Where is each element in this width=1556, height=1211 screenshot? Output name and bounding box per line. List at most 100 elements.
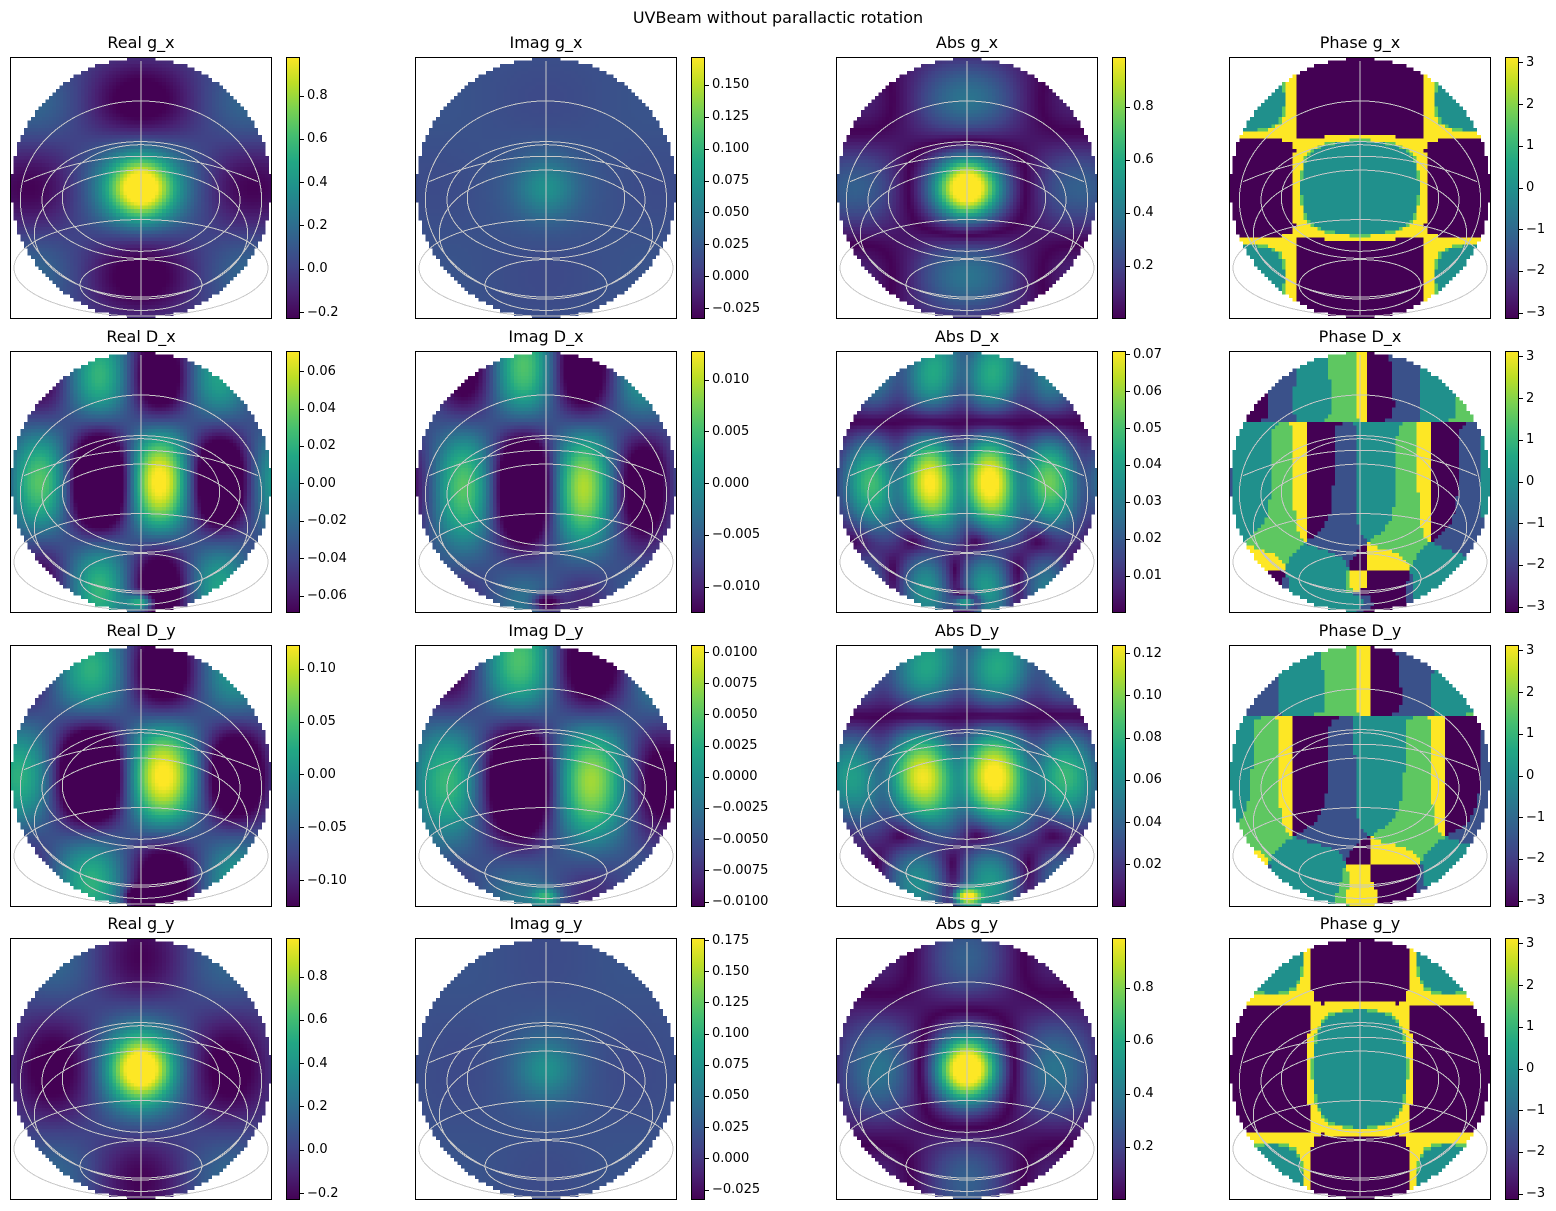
panel-title: Imag D_y xyxy=(415,621,677,640)
colorbar-tick-label: 0.00 xyxy=(307,767,336,783)
colorbar-outline xyxy=(691,351,705,613)
colorbar-tick-label: 0.6 xyxy=(307,131,328,147)
colorbar-tick-label: 2 xyxy=(1526,978,1534,994)
beam-panel: Real g_x −0.2 0.0 0.2 0.4 0.6 0.8 xyxy=(10,57,272,319)
beam-map xyxy=(1229,57,1491,319)
panel-title: Real g_x xyxy=(10,33,272,52)
colorbar-tick-mark xyxy=(1126,160,1130,161)
colorbar-tick-mark xyxy=(1126,1041,1130,1042)
colorbar-tick-mark xyxy=(300,827,304,828)
colorbar-tick-mark xyxy=(1519,523,1523,524)
panel-title: Abs g_x xyxy=(836,33,1098,52)
colorbar-tick-label: −0.010 xyxy=(712,579,760,595)
colorbar-tick-mark xyxy=(1519,356,1523,357)
colorbar-tick-mark xyxy=(705,483,709,484)
colorbar-tick-label: 0.04 xyxy=(307,401,336,417)
colorbar-tick-mark xyxy=(1519,607,1523,608)
colorbar-tick-label: −0.05 xyxy=(307,820,347,836)
colorbar-tick-label: 0.2 xyxy=(307,1099,328,1115)
colorbar: 0.02 0.04 0.06 0.08 0.10 0.12 xyxy=(1112,645,1126,907)
colorbar-outline xyxy=(1505,57,1519,319)
colorbar-tick-mark xyxy=(705,652,709,653)
colorbar-tick-mark xyxy=(705,808,709,809)
colorbar-tick-mark xyxy=(705,380,709,381)
colorbar-tick-mark xyxy=(705,714,709,715)
colorbar-tick-label: 0.075 xyxy=(712,1057,749,1073)
colorbar-tick-label: 0.125 xyxy=(712,109,749,125)
colorbar-tick-label: 0.05 xyxy=(1133,421,1162,437)
colorbar: −0.0100 −0.0075 −0.0050 −0.0025 0.0000 0.0025… xyxy=(691,645,705,907)
colorbar-tick-mark xyxy=(705,181,709,182)
colorbar-tick-mark xyxy=(300,669,304,670)
beam-panel: Real D_x −0.06 −0.04 −0.02 0.00 0.02 0.04 0.06 xyxy=(10,351,272,613)
beam-panel: Abs g_y 0.2 0.4 0.6 0.8 xyxy=(836,938,1098,1200)
colorbar-tick-label: 0.100 xyxy=(712,141,749,157)
colorbar-tick-mark xyxy=(705,940,709,941)
colorbar-outline xyxy=(691,57,705,319)
colorbar-tick-label: −0.2 xyxy=(307,1186,339,1202)
colorbar-tick-mark xyxy=(1126,428,1130,429)
colorbar-tick-label: −1 xyxy=(1526,516,1545,532)
beam-panel: Real g_y −0.2 0.0 0.2 0.4 0.6 0.8 xyxy=(10,938,272,1200)
colorbar-tick-label: 0.150 xyxy=(712,964,749,980)
colorbar-tick-mark xyxy=(705,212,709,213)
colorbar-tick-mark xyxy=(1126,738,1130,739)
colorbar-tick-label: −0.0050 xyxy=(712,832,768,848)
colorbar-tick-mark xyxy=(705,308,709,309)
beam-map xyxy=(10,351,272,613)
colorbar-tick-label: 0.02 xyxy=(1133,857,1162,873)
colorbar-tick-mark xyxy=(1126,822,1130,823)
colorbar-tick-mark xyxy=(705,149,709,150)
colorbar-tick-label: 0.2 xyxy=(1133,258,1154,274)
colorbar-outline xyxy=(1112,57,1126,319)
beam-map xyxy=(415,351,677,613)
colorbar-tick-mark xyxy=(1126,576,1130,577)
colorbar-outline xyxy=(1505,351,1519,613)
colorbar: 0.01 0.02 0.03 0.04 0.05 0.06 0.07 xyxy=(1112,351,1126,613)
colorbar-tick-label: 1 xyxy=(1526,138,1534,154)
colorbar-outline xyxy=(286,57,300,319)
colorbar-tick-label: 0.6 xyxy=(1133,1033,1154,1049)
colorbar-tick-mark xyxy=(705,870,709,871)
beam-map xyxy=(836,351,1098,613)
colorbar: −0.2 0.0 0.2 0.4 0.6 0.8 xyxy=(286,938,300,1200)
colorbar-tick-label: 0.02 xyxy=(1133,531,1162,547)
colorbar-tick-label: 0.00 xyxy=(307,476,336,492)
colorbar-tick-mark xyxy=(705,431,709,432)
colorbar-tick-mark xyxy=(1519,398,1523,399)
colorbar-tick-label: 0.06 xyxy=(1133,772,1162,788)
colorbar-outline xyxy=(1112,645,1126,907)
colorbar-tick-mark xyxy=(300,596,304,597)
colorbar-tick-mark xyxy=(300,446,304,447)
colorbar-tick-mark xyxy=(1519,1152,1523,1153)
colorbar-outline xyxy=(1112,351,1126,613)
colorbar-tick-mark xyxy=(1126,213,1130,214)
colorbar-tick-mark xyxy=(705,587,709,588)
colorbar-tick-mark xyxy=(1519,650,1523,651)
colorbar-tick-mark xyxy=(1519,817,1523,818)
colorbar-tick-mark xyxy=(1519,1069,1523,1070)
colorbar-tick-label: 0.8 xyxy=(307,88,328,104)
colorbar-tick-label: 2 xyxy=(1526,391,1534,407)
colorbar-outline xyxy=(286,351,300,613)
colorbar-tick-mark xyxy=(300,483,304,484)
colorbar-tick-label: −2 xyxy=(1526,1144,1545,1160)
colorbar-tick-label: −3 xyxy=(1526,1186,1545,1202)
beam-map xyxy=(10,57,272,319)
colorbar-tick-mark xyxy=(705,839,709,840)
colorbar-tick-label: 0.0 xyxy=(307,261,328,277)
colorbar-tick-label: −2 xyxy=(1526,557,1545,573)
colorbar-tick-label: 0.0100 xyxy=(712,645,758,661)
colorbar-tick-mark xyxy=(705,1190,709,1191)
colorbar-tick-mark xyxy=(705,683,709,684)
colorbar-tick-label: −2 xyxy=(1526,263,1545,279)
colorbar-tick-label: 3 xyxy=(1526,349,1534,365)
figure-title: UVBeam without parallactic rotation xyxy=(0,8,1556,27)
colorbar-tick-mark xyxy=(1126,988,1130,989)
colorbar-tick-label: 0.4 xyxy=(307,175,328,191)
beam-map xyxy=(10,645,272,907)
colorbar-tick-label: 0.100 xyxy=(712,1026,749,1042)
colorbar-tick-label: 0.08 xyxy=(1133,730,1162,746)
colorbar-tick-label: 0.010 xyxy=(712,372,749,388)
colorbar-tick-label: −0.005 xyxy=(712,527,760,543)
